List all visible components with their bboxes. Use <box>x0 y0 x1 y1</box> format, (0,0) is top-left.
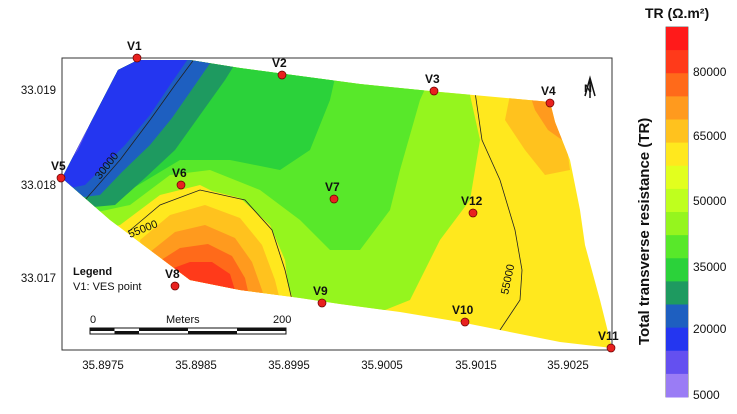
colorbar-class <box>666 188 688 213</box>
colorbar-class <box>666 50 688 74</box>
scalebar-unit: Meters <box>166 314 200 326</box>
north-arrow-icon: N <box>584 75 596 98</box>
svg-text:V3: V3 <box>425 72 440 86</box>
ves-point: V9 <box>313 284 328 308</box>
svg-text:V11: V11 <box>598 329 619 343</box>
colorbar-class <box>666 350 688 375</box>
colorbar-tick-label: 80000 <box>693 65 727 79</box>
svg-text:V1: V1 <box>127 39 142 53</box>
ves-point: V11 <box>598 329 619 353</box>
colorbar-class <box>666 96 688 121</box>
ves-point: V5 <box>51 159 66 183</box>
colorbar-class <box>666 373 688 398</box>
colorbar-tick-label: 50000 <box>693 194 727 208</box>
colorbar-class <box>666 119 688 144</box>
colorbar-classes <box>666 27 688 398</box>
ves-point: V1 <box>127 39 142 63</box>
legend-title: Legend <box>73 266 112 278</box>
svg-text:V4: V4 <box>541 84 556 98</box>
colorbar-class <box>666 212 688 236</box>
colorbar-class <box>666 142 688 167</box>
colorbar-class <box>666 258 688 282</box>
colorbar: TR (Ω.m²) 80000 65000 50000 35000 20000 … <box>636 5 727 402</box>
x-tick-label: 35.9015 <box>455 360 497 372</box>
colorbar-tick-label: 35000 <box>693 260 727 274</box>
y-tick-label: 33.017 <box>21 273 56 285</box>
colorbar-class <box>666 165 688 190</box>
ves-point: V7 <box>325 180 340 204</box>
colorbar-class <box>666 73 688 97</box>
north-arrow-label: N <box>584 83 592 95</box>
colorbar-class <box>666 327 688 352</box>
ves-point: V8 <box>165 267 180 291</box>
svg-text:V9: V9 <box>313 284 328 298</box>
colorbar-tick-label: 5000 <box>693 388 720 402</box>
colorbar-tick-label: 65000 <box>693 129 727 143</box>
x-tick-label: 35.8995 <box>268 360 310 372</box>
svg-text:V12: V12 <box>461 194 483 208</box>
ves-point: V6 <box>172 166 187 190</box>
ves-point: V10 <box>452 303 474 327</box>
scalebar-end: 200 <box>273 314 291 326</box>
ves-point: V4 <box>541 84 556 108</box>
scalebar-start: 0 <box>90 314 96 326</box>
svg-text:V8: V8 <box>165 267 180 281</box>
colorbar-ticks: 80000 65000 50000 35000 20000 5000 <box>693 65 727 402</box>
x-tick-label: 35.9005 <box>361 360 403 372</box>
contour-lines <box>84 60 523 331</box>
ves-point: V12 <box>461 194 483 218</box>
ves-point: V3 <box>425 72 440 96</box>
x-tick-label: 35.8985 <box>175 360 217 372</box>
colorbar-title: TR (Ω.m²) <box>645 5 709 21</box>
y-tick-label: 33.019 <box>21 85 56 97</box>
svg-text:V6: V6 <box>172 166 187 180</box>
svg-text:V2: V2 <box>272 56 287 70</box>
colorbar-axis-title: Total transverse resistance (TR) <box>636 118 653 345</box>
scale-bar: 0 Meters 200 <box>89 314 291 335</box>
map-legend: Legend V1: VES point <box>73 266 142 293</box>
legend-item: V1: VES point <box>73 281 142 293</box>
y-axis: 33.019 33.018 33.017 <box>21 85 56 285</box>
colorbar-tick-label: 20000 <box>693 322 727 336</box>
colorbar-class <box>666 27 688 51</box>
x-tick-label: 35.8975 <box>82 360 124 372</box>
ves-point: V2 <box>272 56 287 80</box>
colorbar-class <box>666 304 688 329</box>
colorbar-class <box>666 281 688 306</box>
ves-points: V1 V2 V3 V4 V5 V6 V7 V8 V9 V10 V11 V12 <box>51 39 619 353</box>
colorbar-class <box>666 235 688 259</box>
svg-text:V7: V7 <box>325 180 340 194</box>
svg-text:V5: V5 <box>51 159 66 173</box>
y-tick-label: 33.018 <box>21 180 56 192</box>
x-axis: 35.8975 35.8985 35.8995 35.9005 35.9015 … <box>82 360 589 372</box>
svg-text:V10: V10 <box>452 303 474 317</box>
x-tick-label: 35.9025 <box>547 360 589 372</box>
